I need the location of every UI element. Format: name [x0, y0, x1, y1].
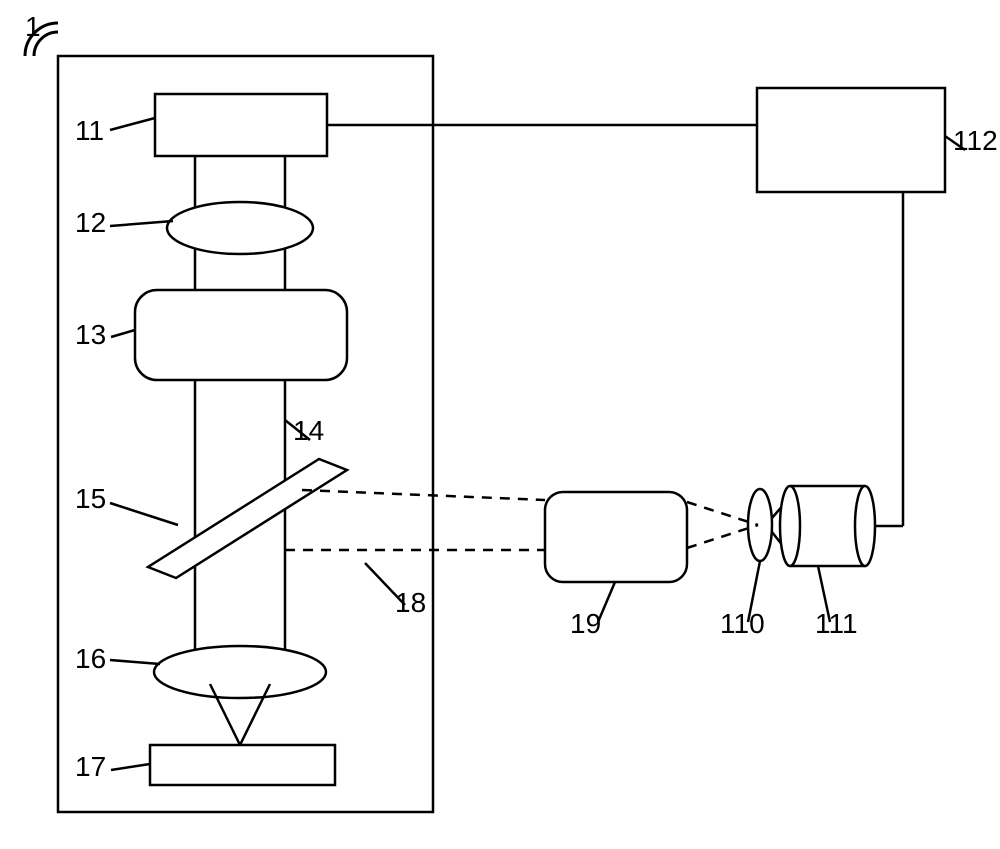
lens-12 — [167, 202, 313, 254]
diagram-label: 1 — [25, 11, 41, 42]
diagram-label: 13 — [75, 319, 106, 350]
diagram-label: 112 — [953, 125, 998, 156]
component-13 — [135, 290, 347, 380]
diagram-label: 17 — [75, 751, 106, 782]
diagram-label: 18 — [395, 587, 426, 618]
component-11 — [155, 94, 327, 156]
component-19 — [545, 492, 687, 582]
diagram-label: 14 — [293, 415, 324, 446]
diagram-label: 15 — [75, 483, 106, 514]
diagram-label: 110 — [720, 608, 765, 639]
component-17 — [150, 745, 335, 785]
diagram-label: 11 — [75, 115, 104, 146]
detector-111 — [855, 486, 875, 566]
diagram-label: 111 — [815, 608, 858, 639]
diagram-label: 12 — [75, 207, 106, 238]
lens-16 — [154, 646, 326, 698]
component-112 — [757, 88, 945, 192]
beam-splitter-15 — [148, 459, 347, 578]
lens-110 — [748, 489, 772, 561]
diagram-label: 16 — [75, 643, 106, 674]
diagram-label: 19 — [570, 608, 601, 639]
